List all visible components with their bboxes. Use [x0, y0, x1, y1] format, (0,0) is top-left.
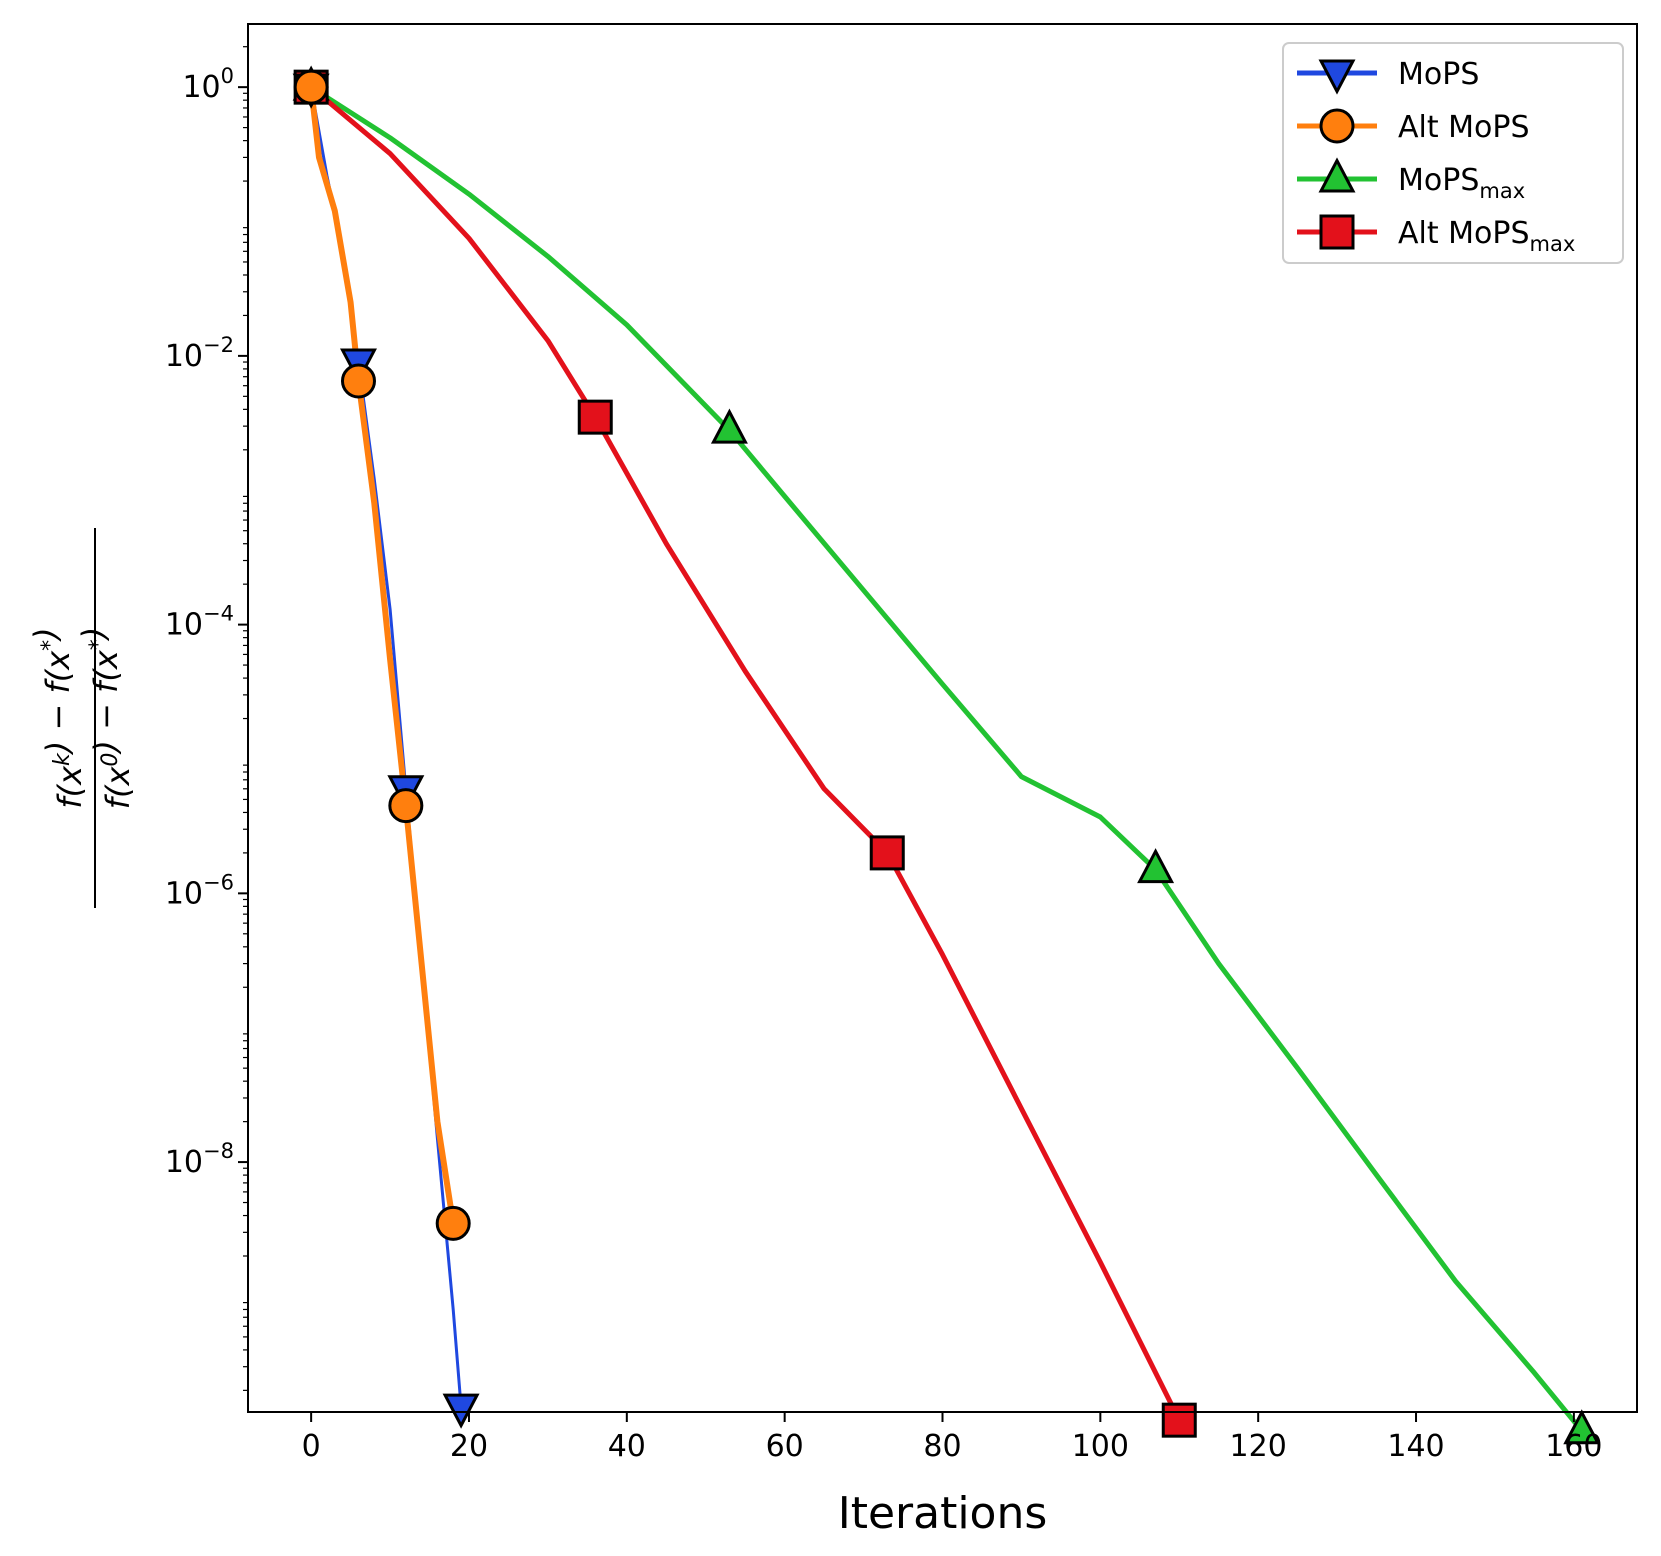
- marker-triangle-up: [1318, 157, 1356, 193]
- x-tick-label: 40: [608, 1429, 646, 1464]
- y-tick-label: 10−8: [165, 1139, 234, 1180]
- marker-square: [1319, 214, 1355, 250]
- y-tick-label: 10−2: [165, 333, 234, 374]
- marker-triangle-down: [1318, 59, 1356, 95]
- x-axis-label: Iterations: [838, 1488, 1048, 1539]
- x-tick-label: 160: [1545, 1429, 1602, 1464]
- x-tick-label: 100: [1072, 1429, 1129, 1464]
- legend: MoPS Alt MoPS MoPSmax Alt MoPSmax: [1282, 42, 1624, 264]
- y-axis: 100 10−2 10−4 10−6 10−8: [165, 46, 248, 1391]
- legend-label: Alt MoPS: [1398, 110, 1530, 145]
- y-tick-label: 10−4: [165, 602, 234, 643]
- legend-item: Alt MoPSmax: [1297, 214, 1575, 256]
- y-label-numerator: f(xk) − f(x*): [27, 627, 89, 808]
- marker-circle: [340, 363, 376, 399]
- legend-label: MoPSmax: [1398, 163, 1525, 203]
- x-tick-label: 60: [766, 1429, 804, 1464]
- marker-circle: [1319, 108, 1355, 144]
- y-axis-label: f(xk) − f(x*)f(x0) − f(x*): [27, 528, 137, 908]
- series-line: [308, 84, 1182, 1423]
- legend-label: Alt MoPSmax: [1398, 216, 1575, 256]
- marker-circle: [435, 1205, 471, 1241]
- x-tick-label: 120: [1230, 1429, 1287, 1464]
- marker-circle: [388, 788, 424, 824]
- series-line: [308, 84, 1585, 1434]
- x-axis: 0 20 40 60 80 100 120 140 160: [302, 1412, 1602, 1464]
- legend-item: Alt MoPS: [1297, 108, 1530, 145]
- marker-triangle-down: [442, 1393, 480, 1429]
- marker-triangle-up: [1137, 848, 1175, 884]
- legend-item: MoPSmax: [1297, 157, 1525, 203]
- marker-triangle-up: [1563, 1409, 1601, 1445]
- x-tick-label: 0: [302, 1429, 321, 1464]
- legend-item: MoPS: [1297, 57, 1479, 95]
- y-label-denominator: f(x0) − f(x*): [75, 627, 137, 810]
- y-tick-label: 10−6: [165, 870, 234, 911]
- y-tick-label: 100: [182, 64, 234, 105]
- marker-circle: [293, 69, 329, 105]
- plot-area: [292, 65, 1601, 1445]
- x-tick-label: 20: [450, 1429, 488, 1464]
- x-tick-label: 80: [923, 1429, 961, 1464]
- x-tick-label: 140: [1387, 1429, 1444, 1464]
- legend-label: MoPS: [1398, 57, 1479, 92]
- marker-square: [1161, 1402, 1197, 1438]
- series-line: [309, 85, 463, 1409]
- marker-square: [577, 399, 613, 435]
- legend-box: [1282, 42, 1624, 264]
- marker-triangle-up: [710, 408, 748, 444]
- marker-square: [869, 835, 905, 871]
- series-line: [308, 84, 457, 1227]
